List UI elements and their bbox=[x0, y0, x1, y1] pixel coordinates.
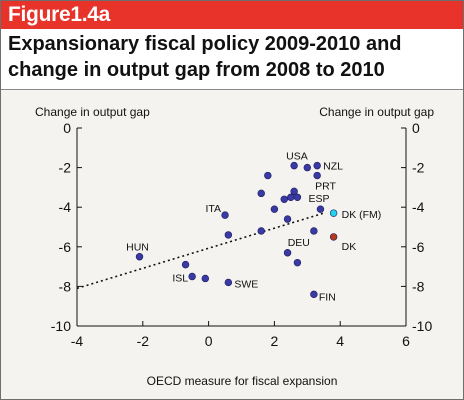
y-tick-label-right: -8 bbox=[412, 278, 425, 294]
y-tick-label-left: -8 bbox=[59, 278, 72, 294]
data-point bbox=[221, 211, 229, 219]
data-point bbox=[310, 290, 318, 299]
data-point bbox=[290, 187, 298, 196]
y-tick-label-right: -4 bbox=[412, 199, 425, 215]
data-point bbox=[135, 253, 144, 261]
data-point bbox=[264, 171, 272, 180]
point-label: DEU bbox=[288, 237, 310, 249]
point-label: DK (FM) bbox=[342, 209, 382, 221]
x-tick-label: 4 bbox=[336, 333, 344, 349]
data-point bbox=[280, 195, 288, 203]
x-tick-label: 0 bbox=[205, 333, 213, 349]
y-tick-label-left: 0 bbox=[63, 120, 71, 136]
data-point bbox=[293, 258, 302, 267]
data-point bbox=[283, 249, 292, 257]
y-tick-label-right: -6 bbox=[412, 239, 425, 255]
y-axis-label-left: Change in output gap bbox=[35, 105, 150, 119]
data-point bbox=[293, 193, 302, 202]
y-tick-label-left: -6 bbox=[59, 239, 72, 255]
point-label: FIN bbox=[319, 291, 336, 303]
x-tick-label: 6 bbox=[402, 333, 410, 349]
data-point bbox=[257, 227, 265, 235]
data-point bbox=[313, 171, 321, 180]
point-label: ITA bbox=[205, 203, 221, 215]
points-group bbox=[135, 161, 338, 299]
y-tick-label-left: -4 bbox=[59, 199, 72, 215]
y-tick-label-left: -2 bbox=[59, 160, 72, 176]
point-label: NZL bbox=[323, 161, 343, 173]
data-point bbox=[310, 227, 318, 235]
data-point bbox=[316, 205, 325, 213]
data-point bbox=[181, 260, 190, 269]
data-point bbox=[188, 272, 196, 281]
point-label: SWE bbox=[234, 278, 258, 290]
data-point bbox=[313, 161, 321, 170]
figure-title-box: Expansionary fiscal policy 2009-2010 and… bbox=[1, 29, 463, 90]
data-point bbox=[201, 274, 210, 283]
data-point bbox=[283, 215, 292, 223]
data-point bbox=[329, 233, 338, 241]
figure-title: Expansionary fiscal policy 2009-2010 and… bbox=[8, 33, 402, 81]
point-label: PRT bbox=[315, 181, 336, 193]
data-point bbox=[224, 278, 233, 287]
x-tick-label: -4 bbox=[71, 333, 84, 349]
data-point bbox=[224, 231, 233, 239]
point-label: ISL bbox=[172, 273, 188, 285]
point-label: ESP bbox=[308, 193, 329, 205]
point-label: DK bbox=[342, 241, 357, 253]
axes: 0 0-2 -2-4 -4-6 -6-8 -8-10 -10-4 -2 0 2 4 6 bbox=[51, 120, 433, 349]
data-point bbox=[257, 189, 265, 198]
y-tick-label-right: -10 bbox=[412, 318, 432, 334]
figure-label: Figure1.4a bbox=[8, 3, 111, 26]
data-point bbox=[329, 209, 338, 217]
y-tick-label-right: 0 bbox=[412, 120, 420, 136]
scatter-chart: 0 0-2 -2-4 -4-6 -6-8 -8-10 -10-4 -2 0 2 4 6 USANZLP… bbox=[35, 105, 434, 388]
x-axis-label: OECD measure for fiscal expansion bbox=[147, 374, 338, 388]
y-tick-label-right: -2 bbox=[412, 160, 425, 176]
x-tick-label: 2 bbox=[271, 333, 279, 349]
y-tick-label-left: -10 bbox=[51, 318, 71, 334]
y-axis-label-right: Change in output gap bbox=[319, 105, 434, 119]
data-point bbox=[303, 163, 311, 172]
point-label: HUN bbox=[126, 242, 149, 254]
data-point bbox=[290, 161, 298, 170]
point-label: USA bbox=[286, 151, 308, 163]
figure-header-bar: Figure1.4a bbox=[1, 1, 463, 29]
data-point bbox=[270, 205, 279, 213]
x-tick-label: -2 bbox=[137, 333, 150, 349]
